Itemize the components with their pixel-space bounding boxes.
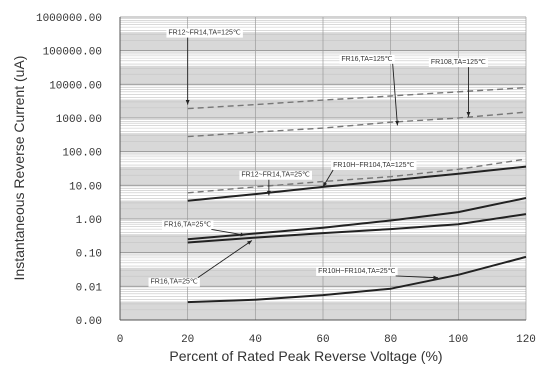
annotation-box-8 xyxy=(316,266,398,276)
series-line-6 xyxy=(187,213,527,244)
annotation-label-2: FR16,TA=125℃ xyxy=(341,56,392,63)
annotation-arrowhead-2 xyxy=(395,120,400,126)
annotation-label-5: FR10H~FR104,TA=125℃ xyxy=(333,162,414,169)
annotation-arrow-6 xyxy=(211,229,246,236)
x-tick-label: 100 xyxy=(448,334,468,346)
y-tick-label: 1000000.00 xyxy=(36,13,102,25)
series-line-1 xyxy=(187,86,527,110)
y-axis-title: Instantaneous Reverse Current (uA) xyxy=(11,56,27,281)
annotation-label-4: FR12~FR14,TA=25℃ xyxy=(241,172,310,179)
y-tick-label: 100.00 xyxy=(62,148,102,160)
annotation-box-4 xyxy=(239,170,312,180)
x-tick-label: 20 xyxy=(181,334,194,346)
y-tick-label: 100000.00 xyxy=(43,47,102,59)
annotation-box-2 xyxy=(339,54,395,64)
y-tick-labels: 0.00 0.01 0.10 1.00 10.00 100.00 1000.00 10000.… xyxy=(36,13,102,328)
y-tick-label: 10000.00 xyxy=(49,80,102,92)
annotation-arrow-8 xyxy=(395,275,439,279)
annotation-arrowhead-3 xyxy=(466,112,471,117)
series-layer xyxy=(187,86,527,304)
annotation-box-1 xyxy=(166,28,243,38)
x-tick-labels: 0 20 40 60 80 100 120 xyxy=(117,334,536,346)
y-tick-label: 1.00 xyxy=(76,215,102,227)
y-tick-label: 10.00 xyxy=(69,181,102,193)
annotation-box-6 xyxy=(162,220,214,230)
x-tick-label: 40 xyxy=(249,334,262,346)
series-line-3 xyxy=(187,158,527,194)
annotation-arrowhead-1 xyxy=(185,99,190,105)
annotation-box-3 xyxy=(428,58,488,68)
grid-lines xyxy=(119,16,527,321)
series-line-4 xyxy=(187,165,527,202)
series-line-7 xyxy=(187,255,527,304)
annotation-layer: FR12~FR14,TA=125℃ FR16,TA=125℃ FR108,TA=12… xyxy=(148,28,488,287)
y-tick-label: 0.01 xyxy=(76,282,103,294)
annotation-label-1: FR12~FR14,TA=125℃ xyxy=(168,30,240,37)
annotation-arrowhead-8 xyxy=(433,275,439,280)
x-tick-label: 0 xyxy=(117,334,124,346)
y-tick-label: 1000.00 xyxy=(56,114,102,126)
annotation-box-7 xyxy=(148,277,200,287)
annotation-arrow-7 xyxy=(197,240,253,279)
annotation-arrow-2 xyxy=(392,63,398,126)
annotation-arrowhead-7 xyxy=(247,240,252,245)
y-tick-label: 0.10 xyxy=(76,249,102,261)
x-tick-label: 120 xyxy=(516,334,536,346)
annotation-label-3: FR108,TA=125℃ xyxy=(431,59,486,66)
y-tick-label: 0.00 xyxy=(76,316,102,328)
annotation-arrowhead-4 xyxy=(266,190,271,196)
annotation-box-5 xyxy=(331,161,417,171)
x-tick-label: 60 xyxy=(316,334,329,346)
annotation-arrowhead-5 xyxy=(323,181,328,187)
x-tick-label: 80 xyxy=(384,334,397,346)
series-line-2 xyxy=(187,111,527,138)
annotation-label-6: FR16,TA=25℃ xyxy=(164,221,211,228)
series-line-5 xyxy=(187,197,527,241)
annotation-label-8: FR10H~FR104,TA=25℃ xyxy=(318,268,396,275)
annotation-arrowhead-6 xyxy=(240,232,246,237)
x-axis-title: Percent of Rated Peak Reverse Voltage (%… xyxy=(169,348,442,364)
annotation-label-7: FR16,TA=25℃ xyxy=(151,279,198,286)
